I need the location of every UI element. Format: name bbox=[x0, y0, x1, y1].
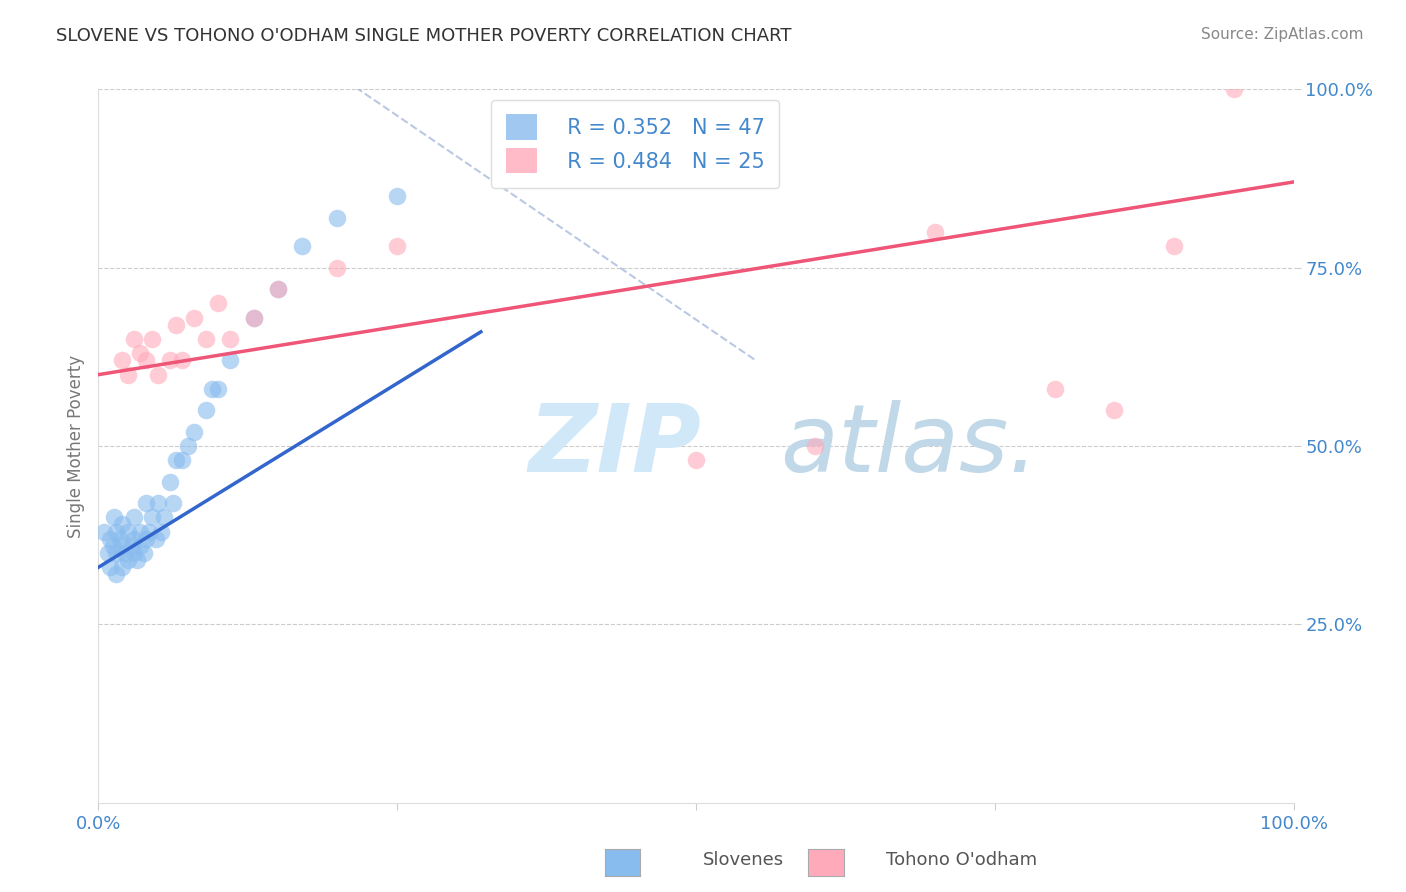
Point bbox=[1043, 382, 1066, 396]
Point bbox=[219, 332, 242, 346]
Point bbox=[108, 532, 131, 546]
Point bbox=[111, 517, 134, 532]
Point bbox=[924, 225, 946, 239]
Point bbox=[138, 524, 160, 539]
Point bbox=[114, 546, 136, 560]
Point bbox=[183, 425, 205, 439]
Point bbox=[243, 310, 266, 325]
Point bbox=[135, 353, 157, 368]
Point bbox=[111, 353, 134, 368]
Point bbox=[165, 453, 187, 467]
Point bbox=[243, 310, 266, 325]
Point bbox=[326, 260, 349, 275]
Text: ZIP: ZIP bbox=[529, 400, 702, 492]
Point bbox=[153, 510, 176, 524]
Point bbox=[111, 560, 134, 574]
Point bbox=[201, 382, 224, 396]
Text: Tohono O'odham: Tohono O'odham bbox=[886, 851, 1036, 869]
Point bbox=[117, 553, 139, 567]
Point bbox=[165, 318, 187, 332]
Y-axis label: Single Mother Poverty: Single Mother Poverty bbox=[66, 354, 84, 538]
Text: SLOVENE VS TOHONO O'ODHAM SINGLE MOTHER POVERTY CORRELATION CHART: SLOVENE VS TOHONO O'ODHAM SINGLE MOTHER … bbox=[56, 27, 792, 45]
Point bbox=[148, 368, 170, 382]
Point bbox=[98, 532, 122, 546]
Point bbox=[124, 332, 146, 346]
Point bbox=[121, 539, 143, 553]
Point bbox=[1163, 239, 1185, 253]
Point bbox=[132, 546, 155, 560]
Point bbox=[93, 524, 115, 539]
Point bbox=[219, 353, 242, 368]
Point bbox=[195, 332, 218, 346]
Point bbox=[267, 282, 290, 296]
Point bbox=[124, 546, 146, 560]
Point bbox=[111, 539, 134, 553]
Point bbox=[159, 353, 181, 368]
Point bbox=[207, 382, 229, 396]
Point bbox=[98, 560, 122, 574]
Point bbox=[117, 524, 139, 539]
Point bbox=[129, 539, 152, 553]
Text: atlas.: atlas. bbox=[779, 401, 1038, 491]
Point bbox=[129, 346, 152, 360]
Point bbox=[162, 496, 184, 510]
Point bbox=[101, 539, 124, 553]
Point bbox=[207, 296, 229, 310]
Point bbox=[326, 211, 349, 225]
Point bbox=[385, 189, 409, 203]
Point bbox=[1223, 82, 1246, 96]
Point bbox=[172, 453, 194, 467]
Point bbox=[125, 553, 148, 567]
Point bbox=[172, 353, 194, 368]
Point bbox=[105, 546, 128, 560]
Point bbox=[135, 532, 157, 546]
Point bbox=[103, 510, 125, 524]
Point bbox=[1104, 403, 1126, 417]
Legend:   R = 0.352   N = 47,   R = 0.484   N = 25: R = 0.352 N = 47, R = 0.484 N = 25 bbox=[491, 100, 779, 188]
Point bbox=[177, 439, 200, 453]
Point bbox=[685, 453, 707, 467]
Point bbox=[195, 403, 218, 417]
Point bbox=[804, 439, 827, 453]
Point bbox=[141, 332, 163, 346]
Point bbox=[145, 532, 167, 546]
Point bbox=[267, 282, 290, 296]
Point bbox=[105, 524, 128, 539]
Point bbox=[385, 239, 409, 253]
Point bbox=[159, 475, 181, 489]
Point bbox=[149, 524, 172, 539]
Point bbox=[105, 567, 128, 582]
Point bbox=[124, 532, 146, 546]
Text: Source: ZipAtlas.com: Source: ZipAtlas.com bbox=[1201, 27, 1364, 42]
Point bbox=[291, 239, 314, 253]
Text: Slovenes: Slovenes bbox=[703, 851, 785, 869]
Point bbox=[124, 510, 146, 524]
Point bbox=[97, 546, 120, 560]
Point bbox=[183, 310, 205, 325]
Point bbox=[148, 496, 170, 510]
Point bbox=[141, 510, 163, 524]
Point bbox=[129, 524, 152, 539]
Point bbox=[135, 496, 157, 510]
Point bbox=[117, 368, 139, 382]
